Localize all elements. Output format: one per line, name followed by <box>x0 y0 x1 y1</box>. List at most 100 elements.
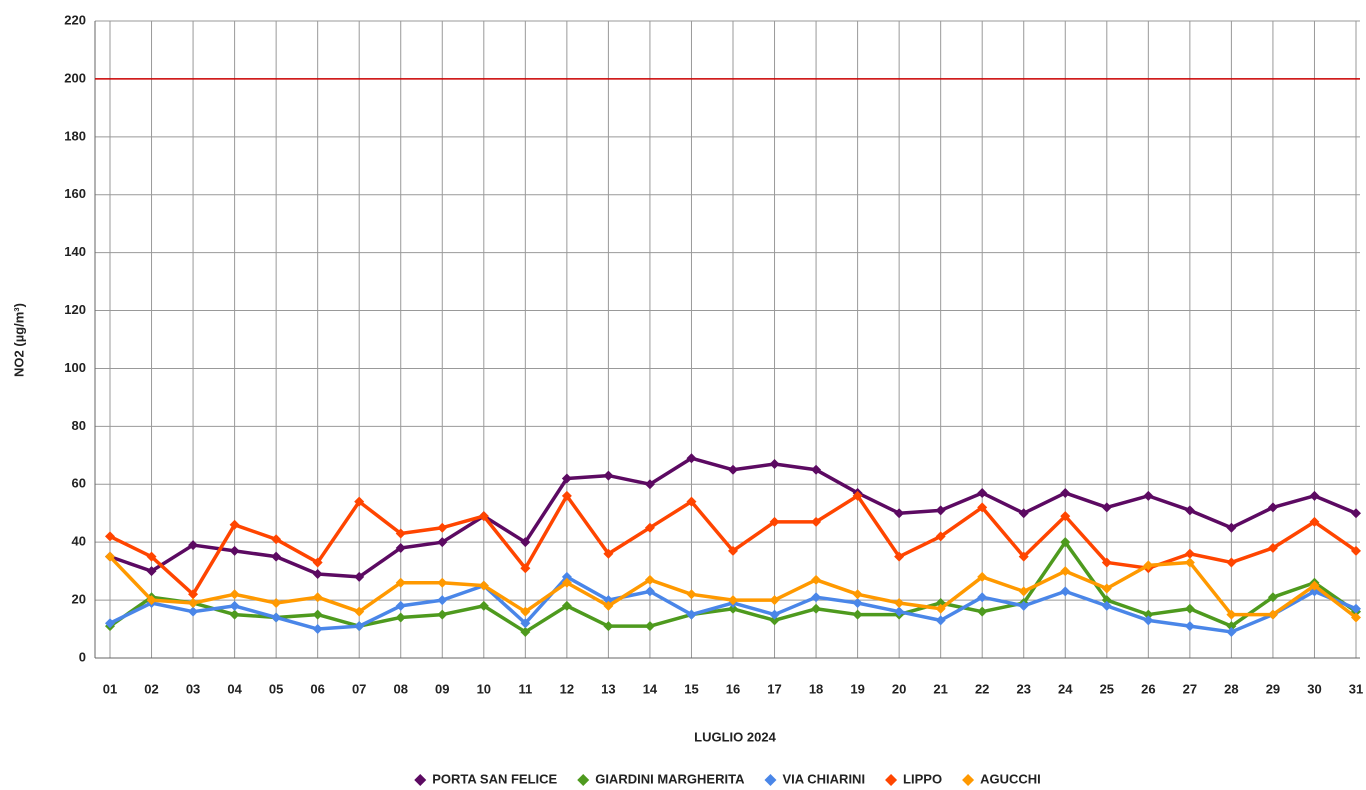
data-point <box>603 470 614 481</box>
data-point <box>520 626 531 637</box>
data-point <box>229 589 240 600</box>
data-point <box>271 551 282 562</box>
data-point <box>229 600 240 611</box>
x-tick-label: 17 <box>767 681 781 696</box>
y-tick-label: 100 <box>64 360 86 375</box>
data-point <box>312 609 323 620</box>
data-point <box>1143 615 1154 626</box>
data-point <box>229 545 240 556</box>
data-point <box>1060 566 1071 577</box>
x-tick-label: 22 <box>975 681 989 696</box>
data-point <box>1060 487 1071 498</box>
data-point <box>520 618 531 629</box>
x-tick-label: 01 <box>103 681 117 696</box>
data-point <box>1267 592 1278 603</box>
data-point <box>811 464 822 475</box>
data-point <box>935 603 946 614</box>
x-tick-label: 09 <box>435 681 449 696</box>
data-point <box>811 516 822 527</box>
data-point <box>271 612 282 623</box>
data-point <box>1226 557 1237 568</box>
x-tick-label: 06 <box>310 681 324 696</box>
data-point <box>520 563 531 574</box>
data-point <box>188 597 199 608</box>
data-point <box>1018 586 1029 597</box>
legend-marker <box>577 774 590 786</box>
data-point <box>1184 548 1195 559</box>
data-point <box>894 551 905 562</box>
data-point <box>1101 595 1112 606</box>
data-point <box>769 516 780 527</box>
x-tick-label: 04 <box>227 681 242 696</box>
x-tick-label: 19 <box>850 681 864 696</box>
x-tick-label: 05 <box>269 681 283 696</box>
y-tick-label: 20 <box>72 592 86 607</box>
data-point <box>395 612 406 623</box>
data-point <box>1351 603 1361 614</box>
data-point <box>603 548 614 559</box>
data-point <box>728 464 738 475</box>
y-tick-label: 200 <box>64 70 86 85</box>
data-point <box>1143 609 1154 620</box>
data-point <box>395 577 406 588</box>
legend-label: GIARDINI MARGHERITA <box>595 771 745 786</box>
data-point <box>811 574 822 585</box>
data-point <box>354 606 365 617</box>
data-point <box>852 589 863 600</box>
data-point <box>1018 508 1029 519</box>
x-tick-label: 29 <box>1266 681 1280 696</box>
data-point <box>852 609 863 620</box>
data-point <box>603 621 614 632</box>
data-point <box>271 597 282 608</box>
data-point <box>561 490 572 501</box>
y-tick-label: 140 <box>64 244 86 259</box>
legend-marker <box>764 774 777 786</box>
data-point <box>271 534 282 545</box>
data-point <box>644 586 655 597</box>
y-tick-label: 120 <box>64 302 86 317</box>
data-point <box>395 528 406 539</box>
data-point <box>105 551 115 562</box>
data-point <box>1101 557 1112 568</box>
data-point <box>1143 490 1154 501</box>
x-tick-label: 24 <box>1058 681 1073 696</box>
data-point <box>935 505 946 516</box>
data-point <box>478 511 489 522</box>
data-point <box>1101 600 1112 611</box>
data-point <box>188 589 199 600</box>
x-tick-label: 11 <box>518 681 532 696</box>
data-point <box>977 502 988 513</box>
legend-marker <box>414 774 427 786</box>
y-tick-label: 180 <box>64 128 86 143</box>
legend: PORTA SAN FELICE GIARDINI MARGHERITA VIA C… <box>414 771 1041 786</box>
data-point <box>561 577 572 588</box>
x-tick-label: 16 <box>726 681 740 696</box>
x-tick-label: 14 <box>643 681 658 696</box>
data-point <box>478 580 489 591</box>
data-point <box>561 473 572 484</box>
data-point <box>437 609 448 620</box>
data-point <box>1184 505 1195 516</box>
data-point <box>1267 502 1278 513</box>
x-tick-label: 13 <box>601 681 615 696</box>
data-point <box>1184 557 1195 568</box>
data-point <box>1184 621 1195 632</box>
data-point <box>437 522 448 533</box>
x-tick-label: 26 <box>1141 681 1155 696</box>
data-point <box>1351 612 1361 623</box>
data-point <box>561 571 572 582</box>
data-point <box>1060 586 1071 597</box>
legend-label: PORTA SAN FELICE <box>432 771 557 786</box>
x-tick-label: 08 <box>393 681 407 696</box>
x-tick-label: 15 <box>684 681 698 696</box>
data-point <box>644 574 655 585</box>
data-point <box>146 595 157 606</box>
data-point <box>354 621 365 632</box>
data-point <box>188 606 199 617</box>
legend-marker <box>962 774 975 786</box>
data-point <box>437 537 448 548</box>
data-point <box>520 537 531 548</box>
data-point <box>852 597 863 608</box>
data-point <box>1143 560 1154 571</box>
